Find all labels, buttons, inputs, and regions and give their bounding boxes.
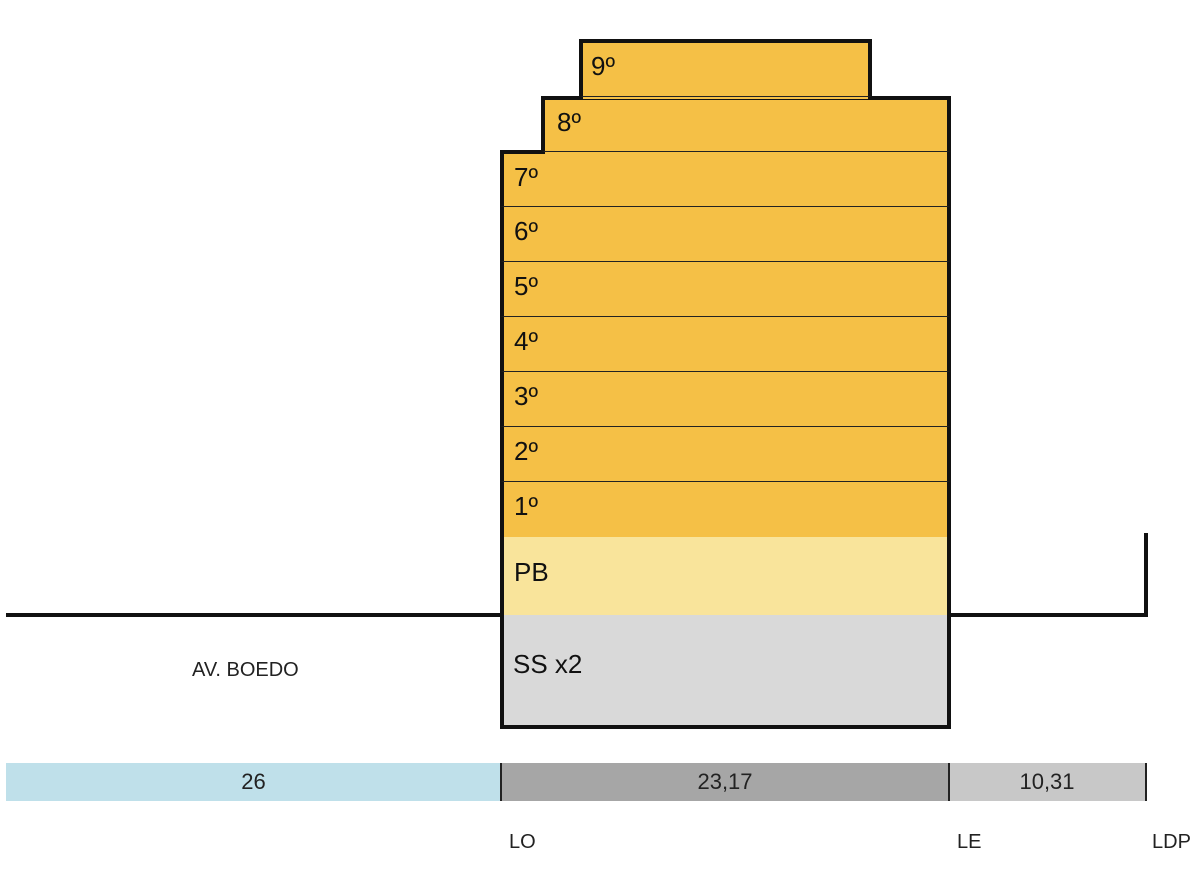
floor-label-8: 8º <box>557 107 581 137</box>
floor-4: 4º <box>500 316 951 372</box>
line-label-ldp: LDP <box>1152 831 1191 853</box>
dimension-built-depth: 23,17 <box>501 763 949 801</box>
floor-8: 8º <box>541 96 951 152</box>
floor-label-7: 7º <box>514 161 538 192</box>
floor-3: 3º <box>500 371 951 427</box>
floor-ground: PB <box>500 535 951 615</box>
tick-ldp <box>1145 763 1147 801</box>
floor-basement: SS x2 <box>500 614 951 729</box>
floor-label-pb: PB <box>514 556 549 587</box>
ground-line-right <box>948 613 1148 617</box>
floor-label-3: 3º <box>514 380 538 411</box>
floor-label-4: 4º <box>514 325 538 356</box>
ground-line-left <box>6 613 502 617</box>
floor-label-ss: SS x2 <box>513 649 583 679</box>
floor-label-1: 1º <box>514 491 538 521</box>
dimension-built-value: 23,17 <box>697 769 753 794</box>
back-lot-wall <box>1144 533 1148 617</box>
floor-2: 2º <box>500 426 951 482</box>
dimension-front-value: 26 <box>241 769 266 794</box>
floor-7: 7º <box>500 150 951 207</box>
floor-6: 6º <box>500 206 951 262</box>
dimension-back-value: 10,31 <box>1019 769 1075 794</box>
floor-5: 5º <box>500 261 951 317</box>
line-label-le: LE <box>957 831 982 853</box>
floor-1: 1º <box>500 481 951 537</box>
tick-lo <box>500 763 502 801</box>
floor-label-6: 6º <box>514 215 538 246</box>
tick-le <box>948 763 950 801</box>
floor-label-5: 5º <box>514 270 538 301</box>
floor-label-2: 2º <box>514 435 538 466</box>
dimension-front-setback: 26 <box>6 763 501 801</box>
floor-9: 9º <box>579 39 872 97</box>
street-label: AV. BOEDO <box>192 659 299 681</box>
floor-label-9: 9º <box>591 51 615 81</box>
line-label-lo: LO <box>509 831 536 853</box>
dimension-back-depth: 10,31 <box>949 763 1145 801</box>
